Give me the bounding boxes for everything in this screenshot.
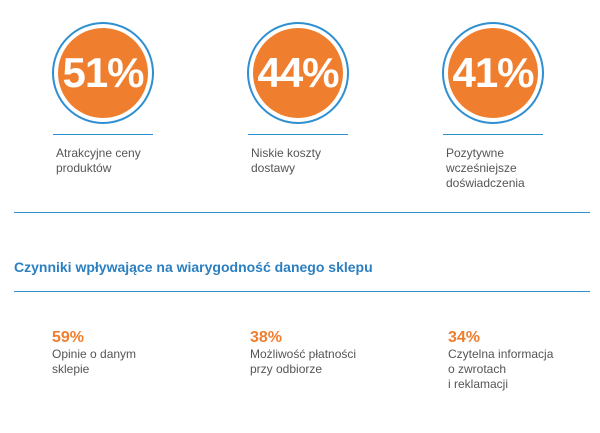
stat-percent: 38% (250, 329, 283, 346)
stat-label: dostawy (251, 161, 296, 175)
divider (14, 212, 590, 213)
stat-label: Niskie koszty (251, 146, 322, 160)
divider (14, 291, 590, 292)
stat-label: Możliwość płatności (250, 347, 357, 361)
stat-label: wcześniejsze (446, 161, 517, 175)
section-title: Czynniki wpływające na wiarygodność dane… (14, 259, 373, 275)
stat-label: Opinie o danym (52, 347, 137, 361)
stat-label: Czytelna informacja (448, 347, 554, 361)
divider (248, 134, 348, 135)
divider (443, 134, 543, 135)
stat-label: Atrakcyjne ceny (56, 146, 141, 160)
divider (53, 134, 153, 135)
stat-label: przy odbiorze (250, 362, 323, 376)
stat-percent: 59% (52, 329, 85, 346)
stat-label: sklepie (52, 362, 90, 376)
stat-percent: 34% (448, 329, 481, 346)
stat-label: doświadczenia (446, 176, 525, 190)
stat-label: Pozytywne (446, 146, 505, 160)
stat-circle: 41% (448, 28, 538, 118)
stat-circle: 51% (58, 28, 148, 118)
stat-label: produktów (56, 161, 112, 175)
stat-label: i reklamacji (448, 377, 509, 391)
stat-label: o zwrotach (448, 362, 507, 376)
stat-circle: 44% (253, 28, 343, 118)
